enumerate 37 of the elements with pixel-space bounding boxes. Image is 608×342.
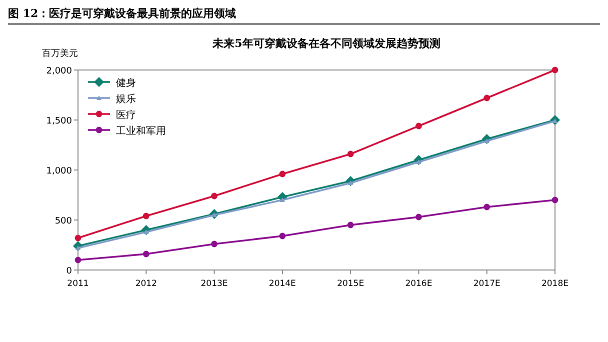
point bbox=[74, 256, 82, 264]
y-tick-label: 2,000 bbox=[46, 66, 72, 76]
y-tick-label: 500 bbox=[54, 216, 72, 226]
point bbox=[279, 232, 286, 240]
y-tick-label: 0 bbox=[66, 266, 72, 276]
point bbox=[347, 222, 354, 228]
y-tick-label: 1,000 bbox=[46, 166, 72, 176]
point bbox=[211, 240, 218, 248]
x-tick-label: 2013E bbox=[200, 279, 228, 289]
legend-label: 医疗 bbox=[116, 109, 136, 121]
point bbox=[142, 212, 150, 220]
y-tick-label: 1,500 bbox=[46, 116, 72, 126]
point bbox=[211, 192, 218, 200]
legend-label: 娱乐 bbox=[116, 93, 136, 105]
legend-label: 工业和军用 bbox=[116, 125, 166, 137]
point bbox=[279, 170, 286, 178]
point bbox=[416, 122, 422, 130]
point bbox=[484, 94, 490, 102]
y-axis-title: 百万美元 bbox=[42, 48, 78, 59]
x-tick-label: 2016E bbox=[405, 279, 432, 289]
point bbox=[347, 150, 354, 158]
x-tick-label: 2017E bbox=[473, 279, 500, 289]
legend-label: 健身 bbox=[116, 77, 136, 89]
point bbox=[416, 214, 422, 220]
chart-title: 未来5年可穿戴设备在各不同领域发展趋势预测 bbox=[212, 37, 440, 50]
x-tick-label: 2015E bbox=[337, 279, 364, 289]
point bbox=[142, 250, 150, 258]
point bbox=[552, 66, 558, 74]
x-tick-label: 2014E bbox=[268, 279, 296, 289]
point bbox=[552, 196, 558, 204]
x-tick-label: 2012 bbox=[135, 279, 157, 289]
x-tick-label: 2018E bbox=[541, 279, 569, 289]
x-tick-label: 2011 bbox=[67, 279, 89, 289]
point bbox=[74, 234, 82, 242]
point bbox=[484, 204, 490, 210]
point bbox=[280, 198, 285, 202]
chart-subtitle: 图 12：医疗是可穿戴设备最具前景的应用领域 bbox=[8, 7, 236, 20]
